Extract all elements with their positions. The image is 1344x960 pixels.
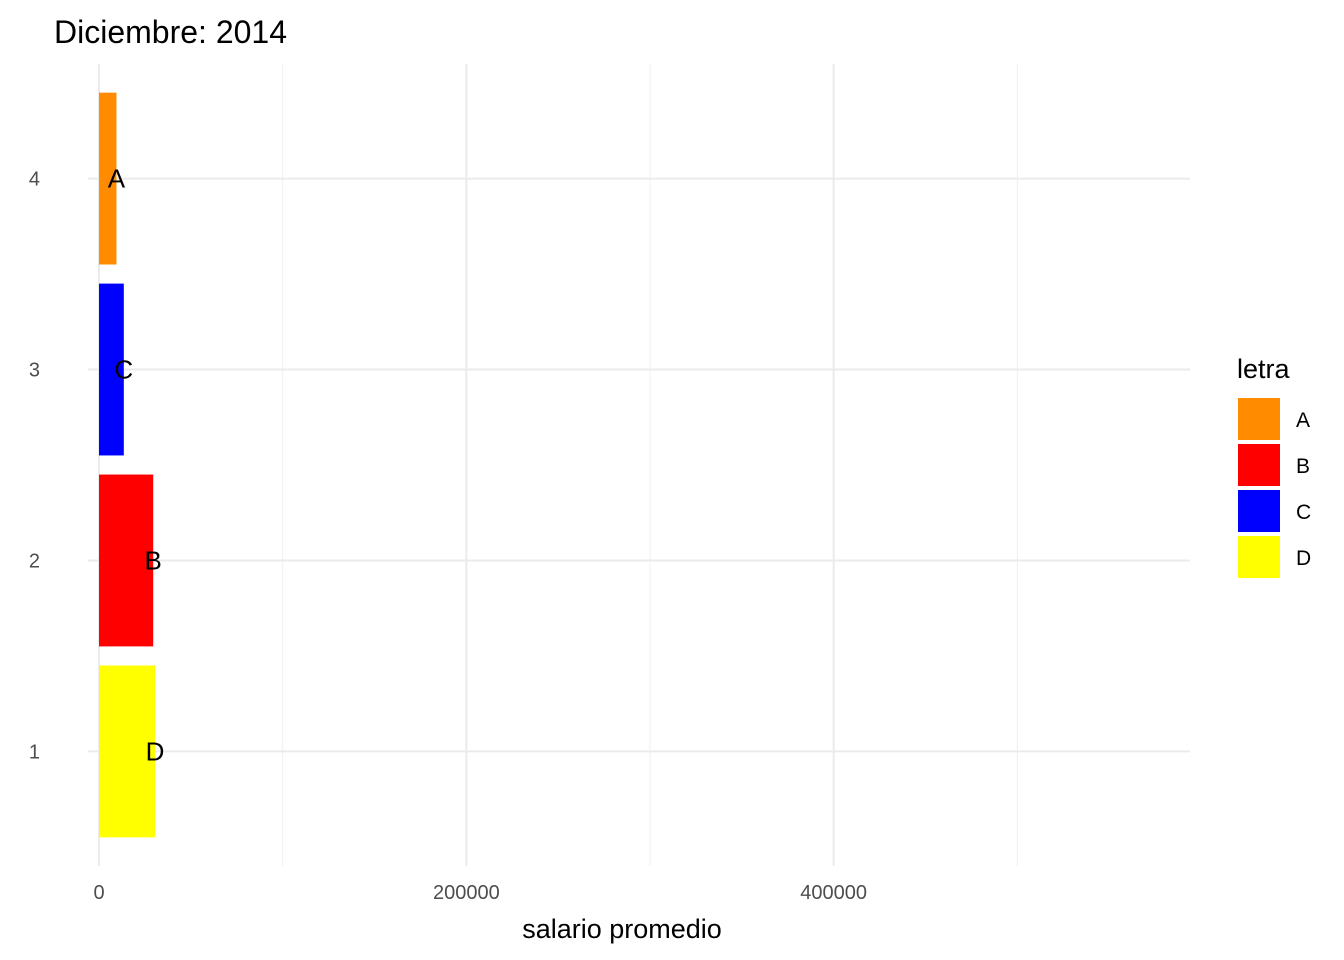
- bar-C: [99, 283, 124, 456]
- x-axis-title: salario promedio: [522, 914, 722, 944]
- bar-label-B: B: [145, 545, 162, 575]
- x-tick-label: 200000: [433, 882, 500, 904]
- chart-title: Diciembre: 2014: [54, 14, 287, 50]
- bar-label-C: C: [114, 355, 133, 385]
- y-axis-ticks: 1 2 3 4: [29, 169, 40, 764]
- legend-key-C: [1238, 490, 1280, 532]
- y-tick-label: 4: [29, 169, 40, 191]
- bar-A: [99, 92, 117, 265]
- x-tick-label: 400000: [800, 882, 867, 904]
- bar-label-D: D: [146, 736, 165, 766]
- legend-label-C: C: [1296, 501, 1311, 524]
- bars: [99, 92, 156, 838]
- legend-key-A: [1238, 398, 1280, 440]
- x-axis-ticks: 0 200000 400000: [93, 882, 867, 904]
- legend-key-D: [1238, 536, 1280, 578]
- bar-label-A: A: [108, 164, 126, 194]
- y-tick-label: 2: [29, 550, 40, 572]
- grid: [88, 64, 1190, 866]
- legend-label-B: B: [1296, 455, 1310, 478]
- legend-label-D: D: [1296, 547, 1311, 570]
- y-tick-label: 3: [29, 360, 40, 382]
- legend-title: letra: [1237, 354, 1291, 384]
- bar-D: [99, 665, 156, 838]
- y-tick-label: 1: [29, 741, 40, 763]
- x-tick-label: 0: [93, 882, 104, 904]
- legend-label-A: A: [1296, 409, 1310, 432]
- bar-labels: D B C A: [108, 164, 165, 767]
- bar-B: [99, 474, 154, 647]
- legend-key-B: [1238, 444, 1280, 486]
